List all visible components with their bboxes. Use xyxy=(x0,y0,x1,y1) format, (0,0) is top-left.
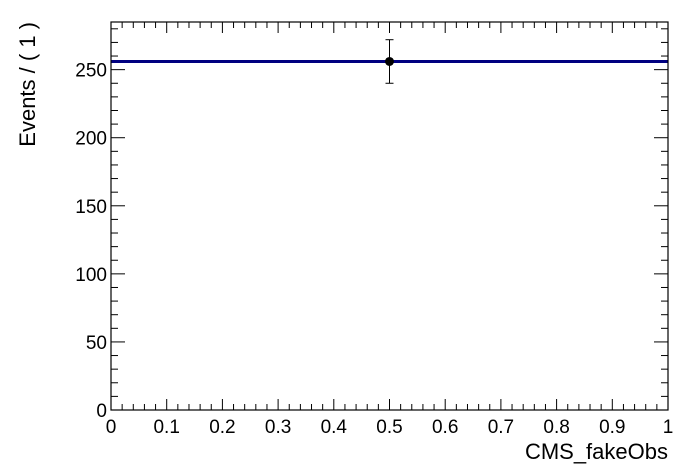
y-tick-label: 150 xyxy=(75,197,107,218)
y-tick-label: 200 xyxy=(75,129,107,150)
data-points xyxy=(385,39,394,84)
data-point xyxy=(385,56,394,66)
y-tick-label: 0 xyxy=(96,401,107,422)
y-tick-label: 100 xyxy=(75,265,107,286)
x-tick-label: 0.3 xyxy=(265,417,291,438)
y-axis-label: Events / ( 1 ) xyxy=(15,22,40,147)
tick-labels: 0 0.1 0.2 0.3 0.4 0.5 0.6 0.7 0.8 0.9 1 0 50 100 150 20… xyxy=(75,61,673,438)
x-tick-label: 0.9 xyxy=(599,417,625,438)
plot-frame xyxy=(110,21,669,411)
x-tick-label: 1 xyxy=(663,417,674,438)
x-tick-label: 0.1 xyxy=(153,417,179,438)
x-tick-label: 0 xyxy=(106,417,117,438)
x-tick-label: 0.4 xyxy=(321,417,348,438)
x-tick-label: 0.7 xyxy=(488,417,514,438)
x-tick-label: 0.6 xyxy=(432,417,458,438)
x-tick-label: 0.8 xyxy=(543,417,569,438)
x-tick-label: 0.2 xyxy=(209,417,235,438)
x-axis-label: CMS_fakeObs xyxy=(525,439,668,464)
x-tick-label: 0.5 xyxy=(376,417,402,438)
y-tick-label: 50 xyxy=(86,333,107,354)
y-tick-label: 250 xyxy=(75,61,107,82)
